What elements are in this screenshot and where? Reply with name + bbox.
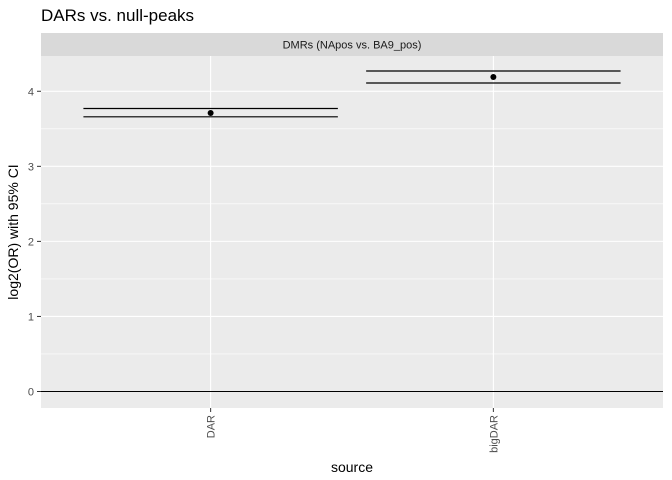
facet-strip (41, 33, 663, 56)
estimate-point (490, 74, 497, 81)
x-tick-label: bigDAR (488, 415, 500, 453)
y-tick-label: 2 (28, 236, 34, 248)
y-tick-label: 1 (28, 311, 34, 323)
y-tick-label: 0 (28, 386, 34, 398)
x-axis: DAR bigDAR (206, 408, 500, 453)
y-axis: 0 1 2 3 4 (28, 86, 41, 398)
y-axis-title: log2(OR) with 95% CI (5, 164, 21, 299)
facet-label: DMRs (NApos vs. BA9_pos) (283, 40, 422, 52)
x-axis-title: source (331, 459, 373, 475)
estimate-point (207, 110, 214, 117)
y-tick-label: 4 (28, 86, 34, 98)
chart-title: DARs vs. null-peaks (41, 6, 194, 25)
plot-panel (41, 56, 663, 408)
x-tick-label: DAR (206, 415, 218, 438)
data-marks (83, 70, 621, 118)
y-tick-label: 3 (28, 161, 34, 173)
